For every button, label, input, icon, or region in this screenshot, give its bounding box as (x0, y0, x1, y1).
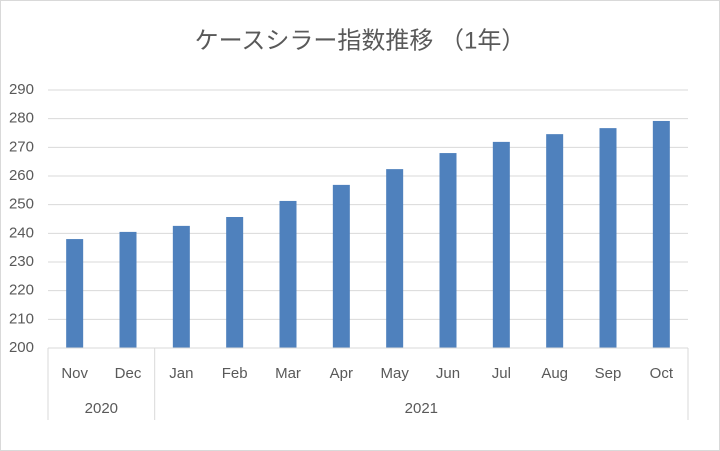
bar (439, 153, 457, 348)
x-tick-label: Jul (492, 365, 511, 382)
x-tick-label: Jan (169, 365, 193, 382)
bar (652, 120, 670, 349)
bar (492, 141, 510, 348)
bar (172, 225, 190, 348)
bar (119, 231, 137, 348)
bar (226, 216, 244, 348)
x-tick-label: Jun (436, 365, 460, 382)
bar (279, 200, 297, 348)
y-tick-label: 210 (9, 310, 34, 327)
x-tick-label: Aug (541, 365, 568, 382)
x-tick-label: Dec (115, 365, 142, 382)
group-label: 2021 (405, 400, 438, 417)
bar (546, 134, 564, 348)
x-tick-label: Mar (275, 365, 301, 382)
y-tick-label: 260 (9, 167, 34, 184)
x-tick-label: May (380, 365, 409, 382)
x-tick-label: Nov (61, 365, 88, 382)
y-tick-label: 280 (9, 110, 34, 127)
x-tick-label: Feb (222, 365, 248, 382)
y-tick-label: 240 (9, 224, 34, 241)
bar (386, 169, 404, 348)
bar (332, 184, 350, 348)
x-tick-label: Oct (650, 365, 674, 382)
group-label: 2020 (85, 400, 118, 417)
y-tick-label: 230 (9, 253, 34, 270)
x-tick-label: Apr (330, 365, 353, 382)
bar (66, 239, 84, 348)
bar (599, 128, 617, 348)
y-tick-label: 200 (9, 339, 34, 356)
chart-title: ケースシラー指数推移 （1年） (195, 27, 526, 54)
y-tick-label: 270 (9, 138, 34, 155)
y-tick-label: 250 (9, 196, 34, 213)
y-tick-label: 290 (9, 81, 34, 98)
x-tick-label: Sep (595, 365, 622, 382)
y-tick-label: 220 (9, 282, 34, 299)
